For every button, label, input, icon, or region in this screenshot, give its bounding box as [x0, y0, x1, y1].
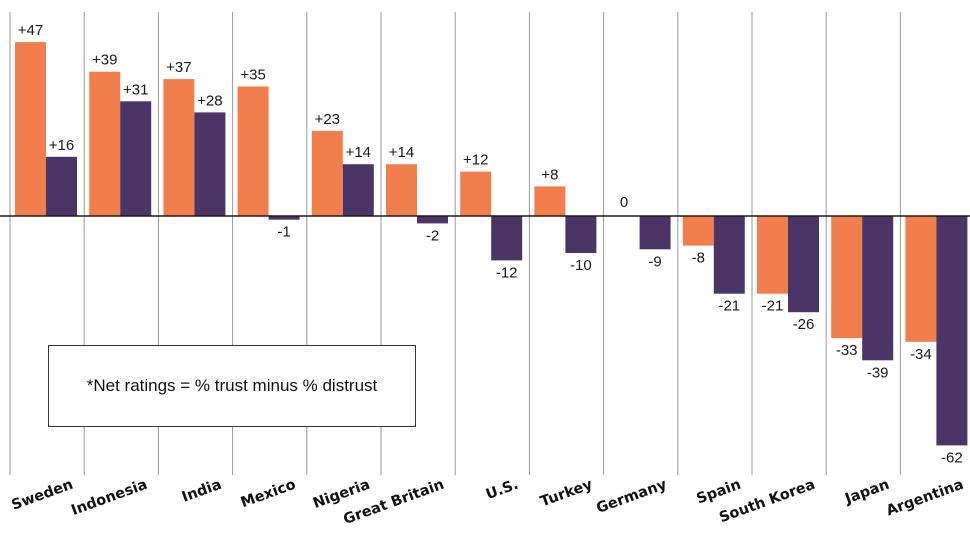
category-label-mexico: Mexico: [239, 477, 298, 512]
bar-india-s1: [163, 79, 195, 216]
category-label-japan: Japan: [842, 477, 891, 508]
value-label-south-korea-s2: -26: [793, 316, 815, 333]
value-label-india-s1: +37: [166, 59, 191, 76]
bar-mexico-s1: [237, 86, 269, 216]
bar-japan-s2: [862, 216, 894, 361]
value-label-u-s-s1: +12: [463, 152, 488, 169]
bar-japan-s1: [831, 216, 863, 339]
value-label-argentina-s1: -34: [910, 346, 932, 363]
category-label-indonesia: Indonesia: [69, 477, 149, 519]
category-label-sweden: Sweden: [10, 477, 76, 514]
bar-turkey-s2: [565, 216, 597, 253]
bar-germany-s2: [639, 216, 671, 250]
category-label-india: India: [180, 477, 224, 506]
value-label-japan-s2: -39: [867, 364, 889, 381]
bar-nigeria-s1: [311, 130, 343, 216]
value-label-nigeria-s1: +23: [315, 111, 340, 128]
value-label-germany-s2: -9: [648, 253, 661, 270]
bar-indonesia-s2: [120, 101, 152, 216]
bar-nigeria-s2: [342, 164, 374, 216]
value-label-sweden-s1: +47: [18, 22, 43, 39]
bar-argentina-s1: [905, 216, 937, 342]
bar-mexico-s2: [268, 216, 300, 220]
category-label-argentina: Argentina: [884, 477, 966, 520]
value-label-nigeria-s2: +14: [346, 144, 371, 161]
bar-argentina-s2: [936, 216, 968, 446]
value-label-u-s-s2: -12: [496, 264, 518, 281]
value-label-india-s2: +28: [197, 92, 222, 109]
bar-turkey-s1: [534, 186, 566, 216]
value-label-indonesia-s2: +31: [123, 81, 148, 98]
bar-spain-s2: [713, 216, 745, 294]
value-label-japan-s1: -33: [836, 342, 858, 359]
category-label-turkey: Turkey: [538, 477, 595, 511]
value-label-turkey-s2: -10: [570, 257, 592, 274]
value-label-spain-s1: -8: [692, 250, 705, 267]
value-label-great-britain-s1: +14: [389, 144, 414, 161]
bar-south-korea-s1: [757, 216, 788, 294]
bar-sweden-s1: [15, 42, 46, 216]
bar-sweden-s2: [46, 156, 77, 216]
category-label-spain: Spain: [695, 477, 744, 508]
value-label-mexico-s1: +35: [240, 67, 265, 84]
value-label-germany-s1: 0: [620, 194, 628, 211]
value-label-indonesia-s1: +39: [92, 52, 117, 69]
bar-great-britain-s2: [417, 216, 448, 224]
value-label-mexico-s2: -1: [277, 224, 290, 241]
chart-annotation: *Net ratings = % trust minus % distrust: [48, 345, 416, 427]
value-label-turkey-s1: +8: [541, 166, 558, 183]
value-label-sweden-s2: +16: [49, 137, 74, 154]
bar-india-s2: [194, 112, 226, 216]
value-label-great-britain-s2: -2: [426, 227, 439, 244]
value-label-spain-s2: -21: [718, 298, 740, 315]
category-label-u-s: U.S.: [484, 477, 521, 503]
bar-u-s-s1: [460, 171, 492, 216]
bar-spain-s1: [682, 216, 714, 246]
bar-great-britain-s1: [386, 164, 417, 216]
bar-u-s-s2: [491, 216, 523, 261]
bar-indonesia-s1: [89, 71, 121, 216]
value-label-south-korea-s1: -21: [762, 298, 784, 315]
bar-south-korea-s2: [788, 216, 819, 313]
value-label-argentina-s2: -62: [941, 449, 963, 466]
category-label-germany: Germany: [594, 477, 669, 517]
